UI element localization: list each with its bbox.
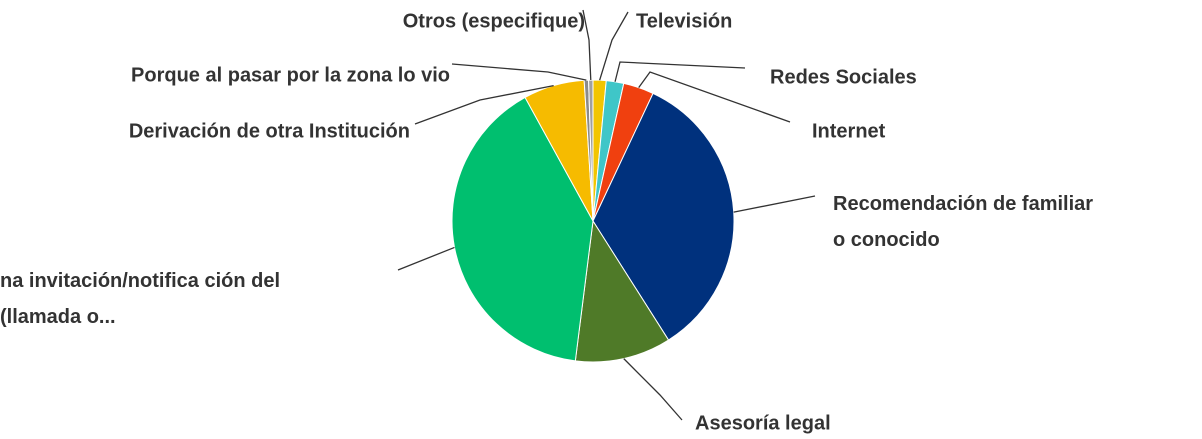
- slice-label: Internet: [812, 120, 886, 142]
- leader-line: [614, 61, 746, 82]
- label-line: na invitación/notifica ción del: [0, 270, 280, 292]
- leader-line: [582, 9, 592, 81]
- slice-label: Derivación de otra Institución: [129, 120, 410, 142]
- leader-line: [638, 71, 791, 123]
- slice-label: Redes Sociales: [770, 66, 917, 88]
- pie-slice: [451, 96, 594, 362]
- slice-label: na invitación/notifica ción del (llamada …: [0, 270, 280, 328]
- leader-line: [623, 358, 683, 421]
- leader-line: [599, 11, 629, 81]
- leader-line: [414, 84, 554, 125]
- slice-label: Otros (especifique): [403, 10, 585, 32]
- label-line: (llamada o...: [0, 306, 116, 328]
- label-line: o conocido: [833, 229, 940, 251]
- pie-slice: [588, 79, 594, 222]
- slice-label: Televisión: [636, 10, 732, 32]
- leader-line: [451, 63, 587, 81]
- label-line: Recomendación de familiar: [833, 193, 1093, 215]
- pie-slice: [592, 92, 735, 341]
- leader-line: [397, 246, 455, 271]
- leader-line: [733, 195, 816, 213]
- slice-label: Recomendación de familiar o conocido: [833, 193, 1093, 251]
- slice-label: Porque al pasar por la zona lo vio: [131, 64, 450, 86]
- slice-label: Asesoría legal: [695, 412, 831, 434]
